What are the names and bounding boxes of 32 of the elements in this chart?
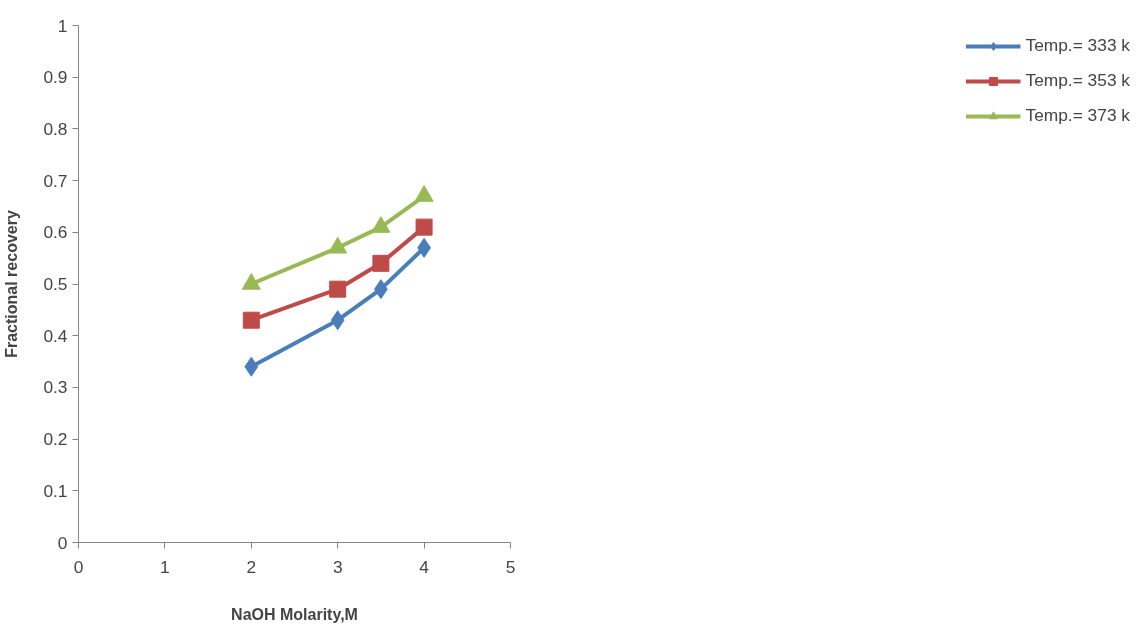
x-tick-label: 3 xyxy=(332,556,343,577)
point xyxy=(415,218,433,236)
point xyxy=(242,311,260,329)
point xyxy=(329,280,347,298)
y-tick-label: 0.8 xyxy=(43,118,68,139)
legend-label: Temp.= 333 k xyxy=(1025,35,1130,56)
y-tick-label: 0.2 xyxy=(43,429,68,450)
y-tick-label: 0.9 xyxy=(43,67,68,88)
x-tick-label: 1 xyxy=(160,556,170,577)
point xyxy=(372,254,390,272)
point xyxy=(330,310,345,331)
point xyxy=(371,216,391,233)
x-tick-label: 0 xyxy=(73,556,84,577)
y-tick-label: 0.1 xyxy=(43,480,68,501)
legend-label: Temp.= 353 k xyxy=(1025,70,1130,91)
y-tick-label: 0.6 xyxy=(43,222,68,243)
x-axis-title: NaOH Molarity,M xyxy=(231,605,358,623)
y-tick-label: 0.7 xyxy=(43,170,68,191)
y-tick-label: 0 xyxy=(57,532,68,553)
point xyxy=(244,356,259,377)
y-axis-title: Fractional recovery xyxy=(3,210,21,358)
x-tick-label: 4 xyxy=(419,556,430,577)
point xyxy=(328,236,348,254)
y-tick-label: 0.4 xyxy=(43,325,68,346)
y-tick-label: 1 xyxy=(57,15,68,36)
legend-label: Temp.= 373 k xyxy=(1025,105,1130,126)
x-tick-label: 5 xyxy=(505,556,516,577)
point xyxy=(241,273,261,290)
point xyxy=(414,185,434,202)
x-tick-label: 2 xyxy=(246,556,257,577)
y-tick-label: 0.3 xyxy=(43,377,68,398)
y-tick-label: 0.5 xyxy=(43,274,68,294)
